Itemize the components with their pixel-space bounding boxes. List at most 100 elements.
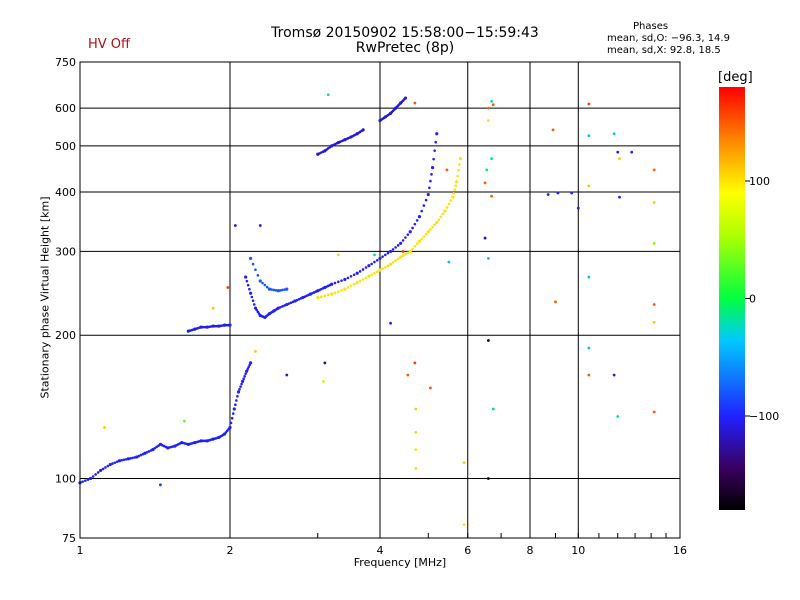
scatter-point [322,379,325,383]
scatter-point [618,195,621,199]
trace-point [258,279,262,283]
trace-point [104,466,107,469]
scatter-point [486,119,490,122]
trace-point [270,288,273,291]
trace-point [272,288,276,292]
trace-point [234,403,237,407]
trace-point [131,456,134,460]
trace-point [431,225,434,229]
trace-point [378,268,382,272]
trace-point [115,460,119,463]
trace-point [336,290,340,293]
trace-point [120,458,123,462]
trace-point [420,237,423,241]
data-points [78,93,656,527]
scatter-point [652,410,656,414]
trace-point [330,282,334,286]
trace-point [424,232,428,236]
trace-point [117,459,122,463]
trace-point [343,277,347,282]
trace-point [378,256,382,261]
scatter-point [551,128,555,132]
scatter-point [258,224,262,227]
trace-point [88,476,93,481]
trace-point [453,188,457,191]
scatter-point [233,224,237,227]
trace-point [245,369,249,373]
scatter-point [414,431,418,434]
trace-point [429,179,432,183]
x-tick-label: 10 [571,544,585,557]
trace-point [323,294,327,298]
trace-point [404,252,407,256]
trace-point [373,271,376,275]
trace-point [428,186,431,190]
y-tick-label: 100 [55,473,76,486]
trace-point [241,379,245,383]
scatter-point [483,181,487,185]
colorbar-tick-label: 0 [749,293,756,306]
scatter-point [445,168,449,172]
trace-point [255,308,258,312]
trace-point [231,412,235,415]
trace-point [383,253,387,257]
trace-point [375,270,379,273]
trace-point [433,149,436,152]
scatter-point [587,184,591,188]
trace-point [153,447,157,450]
trace-point [333,281,337,285]
x-axis-label: Frequency [MHz] [353,556,447,569]
scatter-point [414,448,418,452]
trace-point [251,262,255,266]
scatter-point [429,386,432,390]
trace-point [429,228,432,231]
trace-point [267,287,272,291]
scatter-point [490,194,494,198]
trace-point [413,245,417,248]
scatter-point [587,102,591,106]
trace-point [364,266,368,269]
scatter-point [612,373,616,377]
trace-point [406,251,410,255]
x-tick-label: 8 [527,544,534,557]
trace-point [355,280,359,285]
scatter-point [546,193,550,196]
scatter-point [103,426,106,429]
trace-point [437,218,441,221]
trace-point [279,305,282,309]
trace-point [137,454,141,458]
trace-point [349,284,353,288]
colorbar-ticks: 100 0 −100 [745,175,779,423]
trace-point [333,291,337,295]
scatter-point [413,101,417,105]
trace-point [370,273,373,277]
trace-point [343,287,347,291]
scatter-point [182,419,186,423]
trace-point [145,451,149,454]
trace-point [367,264,371,268]
trace-point [361,128,365,132]
scatter-point [490,99,494,103]
trace-point [411,226,414,230]
scatter-point [485,168,489,172]
scatter-point [491,407,495,411]
trace-point [244,275,248,279]
scatter-point [576,206,580,210]
trace-point [86,478,90,481]
chart-title: Tromsø 20150902 15:58:00−15:59:43 [271,25,539,41]
trace-point [289,301,293,305]
chart-subtitle: RwPretec (8p) [355,40,455,56]
trace-point [451,195,455,199]
trace-point [287,302,291,305]
y-tick-label: 75 [62,532,76,545]
trace-point [228,323,232,327]
trace-point [252,303,256,306]
colorbar-tick-label: 100 [749,175,770,188]
trace-point [96,471,100,474]
y-tick-label: 200 [55,329,76,342]
trace-point [340,279,343,282]
trace-point [404,236,407,239]
trace-point [381,267,384,270]
scatter-point [254,349,257,353]
